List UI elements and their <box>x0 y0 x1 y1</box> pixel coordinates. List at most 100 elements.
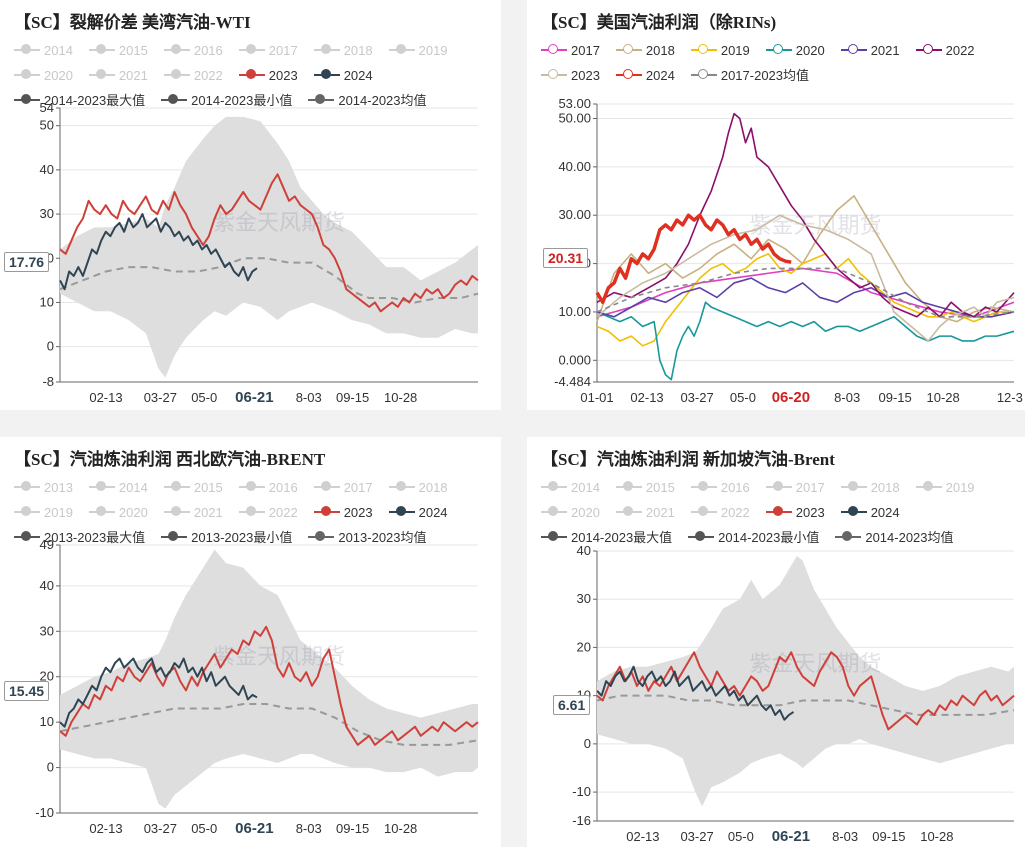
series-line-2023 <box>596 214 1015 342</box>
legend-item-2014-2023最小值[interactable]: 2014-2023最小值 <box>161 88 292 113</box>
legend-label: 2019 <box>418 43 448 58</box>
legend-swatch-icon <box>541 69 567 81</box>
legend-item-2018[interactable]: 2018 <box>313 38 373 63</box>
legend-item-2024[interactable]: 2024 <box>615 63 675 88</box>
legend-swatch-icon <box>388 44 415 56</box>
chart-legend: 2014 2015 2016 2017 2018 2019 2020 2021 2022 2023… <box>14 38 491 113</box>
legend-item-2014-2023最大值[interactable]: 2014-2023最大值 <box>14 88 145 113</box>
legend-item-2015[interactable]: 2015 <box>88 38 148 63</box>
y-tick-label: -10 <box>35 805 54 820</box>
legend-item-2021[interactable]: 2021 <box>88 63 148 88</box>
legend-item-2013[interactable]: 2013 <box>14 475 73 500</box>
legend-item-2021[interactable]: 2021 <box>840 38 900 63</box>
legend-item-2014-2023均值[interactable]: 2014-2023均值 <box>308 88 427 113</box>
chart-plot: 53.0050.0040.0030.0020.0010.000.000-4.48… <box>554 96 1023 406</box>
legend-item-2013-2023最大值[interactable]: 2013-2023最大值 <box>14 525 145 550</box>
series-line-2024 <box>595 213 792 305</box>
legend-item-2018[interactable]: 2018 <box>840 475 900 500</box>
x-tick-label: 02-13 <box>89 821 122 836</box>
legend-item-2023[interactable]: 2023 <box>238 63 298 88</box>
legend-item-2016[interactable]: 2016 <box>690 475 750 500</box>
legend-item-2024[interactable]: 2024 <box>313 63 373 88</box>
legend-item-2014[interactable]: 2014 <box>14 38 73 63</box>
current-value-tag: 6.61 <box>553 695 591 715</box>
legend-item-2019[interactable]: 2019 <box>915 475 975 500</box>
legend-item-2023[interactable]: 2023 <box>541 63 600 88</box>
legend-item-2014-2023均值[interactable]: 2014-2023均值 <box>835 525 954 550</box>
mean-line <box>59 257 479 304</box>
legend-item-2018[interactable]: 2018 <box>388 475 448 500</box>
legend-label: 2022 <box>268 505 298 520</box>
legend-label: 2014-2023均值 <box>865 530 954 545</box>
current-value-tag: 17.76 <box>4 252 50 272</box>
legend-label: 2023 <box>268 68 298 83</box>
legend-label: 2022 <box>945 43 975 58</box>
legend-swatch-icon <box>615 44 642 56</box>
legend-item-2015[interactable]: 2015 <box>163 475 223 500</box>
legend-item-2022[interactable]: 2022 <box>163 63 223 88</box>
legend-item-2014-2023最小值[interactable]: 2014-2023最小值 <box>688 525 819 550</box>
legend-item-2016[interactable]: 2016 <box>163 38 223 63</box>
y-tick-label: 10.00 <box>558 304 591 319</box>
x-tick-label: 02-13 <box>630 390 663 405</box>
legend-item-2018[interactable]: 2018 <box>615 38 675 63</box>
series-line-2022 <box>596 112 1015 318</box>
legend-label: 2017 <box>795 480 825 495</box>
legend-item-2022[interactable]: 2022 <box>690 500 750 525</box>
legend-label: 2021 <box>645 505 675 520</box>
y-tick-label: 10 <box>40 714 54 729</box>
legend-item-2019[interactable]: 2019 <box>690 38 750 63</box>
legend-label: 2013-2023最大值 <box>44 530 146 545</box>
legend-label: 2015 <box>193 480 223 495</box>
legend-swatch-icon <box>88 44 115 56</box>
legend-label: 2018 <box>870 480 900 495</box>
x-tick-label: 03-27 <box>680 390 713 405</box>
y-tick-label: 0 <box>47 339 54 354</box>
legend-item-2023[interactable]: 2023 <box>765 500 825 525</box>
legend-swatch-icon <box>238 506 265 518</box>
legend-item-2020[interactable]: 2020 <box>765 38 825 63</box>
legend-item-2019[interactable]: 2019 <box>388 38 448 63</box>
chart-title: 【SC】汽油炼油利润 西北欧汽油-BRENT <box>14 450 326 469</box>
legend-item-2016[interactable]: 2016 <box>238 475 298 500</box>
legend-label: 2014-2023均值 <box>338 93 427 108</box>
legend-item-2014[interactable]: 2014 <box>88 475 148 500</box>
legend-item-2021[interactable]: 2021 <box>163 500 223 525</box>
legend-item-2014[interactable]: 2014 <box>541 475 600 500</box>
x-tick-label: 06-21 <box>235 389 273 406</box>
legend-item-2013-2023最小值[interactable]: 2013-2023最小值 <box>161 525 292 550</box>
legend-item-2017[interactable]: 2017 <box>313 475 373 500</box>
legend-swatch-icon <box>388 506 415 518</box>
series-line-2021 <box>596 277 1015 318</box>
legend-label: 2022 <box>193 68 223 83</box>
legend-label: 2015 <box>645 480 675 495</box>
range-band <box>60 116 478 378</box>
legend-item-2015[interactable]: 2015 <box>615 475 675 500</box>
legend-item-2022[interactable]: 2022 <box>915 38 975 63</box>
legend-swatch-icon <box>14 481 40 493</box>
legend-item-2020[interactable]: 2020 <box>541 500 600 525</box>
y-tick-label: 20 <box>40 669 54 684</box>
legend-item-2020[interactable]: 2020 <box>88 500 148 525</box>
legend-item-2023[interactable]: 2023 <box>313 500 373 525</box>
legend-item-2017[interactable]: 2017 <box>541 38 600 63</box>
legend-swatch-icon <box>313 481 340 493</box>
legend-swatch-icon <box>765 506 792 518</box>
legend-item-2017-2023均值[interactable]: 2017-2023均值 <box>690 63 809 88</box>
x-tick-label: 05-0 <box>191 821 217 836</box>
legend-label: 2022 <box>720 505 750 520</box>
chart-panel-nwe-gasoline-brent: 【SC】汽油炼油利润 西北欧汽油-BRENT 2013 2014 2015 2016 2… <box>0 437 501 847</box>
legend-item-2014-2023最大值[interactable]: 2014-2023最大值 <box>541 525 672 550</box>
legend-item-2021[interactable]: 2021 <box>615 500 675 525</box>
legend-swatch-icon <box>238 481 265 493</box>
legend-item-2024[interactable]: 2024 <box>840 500 900 525</box>
legend-item-2017[interactable]: 2017 <box>238 38 298 63</box>
legend-item-2022[interactable]: 2022 <box>238 500 298 525</box>
legend-item-2019[interactable]: 2019 <box>14 500 73 525</box>
legend-item-2024[interactable]: 2024 <box>388 500 448 525</box>
legend-label: 2014-2023最小值 <box>191 93 293 108</box>
legend-item-2013-2023均值[interactable]: 2013-2023均值 <box>308 525 427 550</box>
legend-label: 2017 <box>268 43 298 58</box>
legend-item-2017[interactable]: 2017 <box>765 475 825 500</box>
legend-item-2020[interactable]: 2020 <box>14 63 73 88</box>
